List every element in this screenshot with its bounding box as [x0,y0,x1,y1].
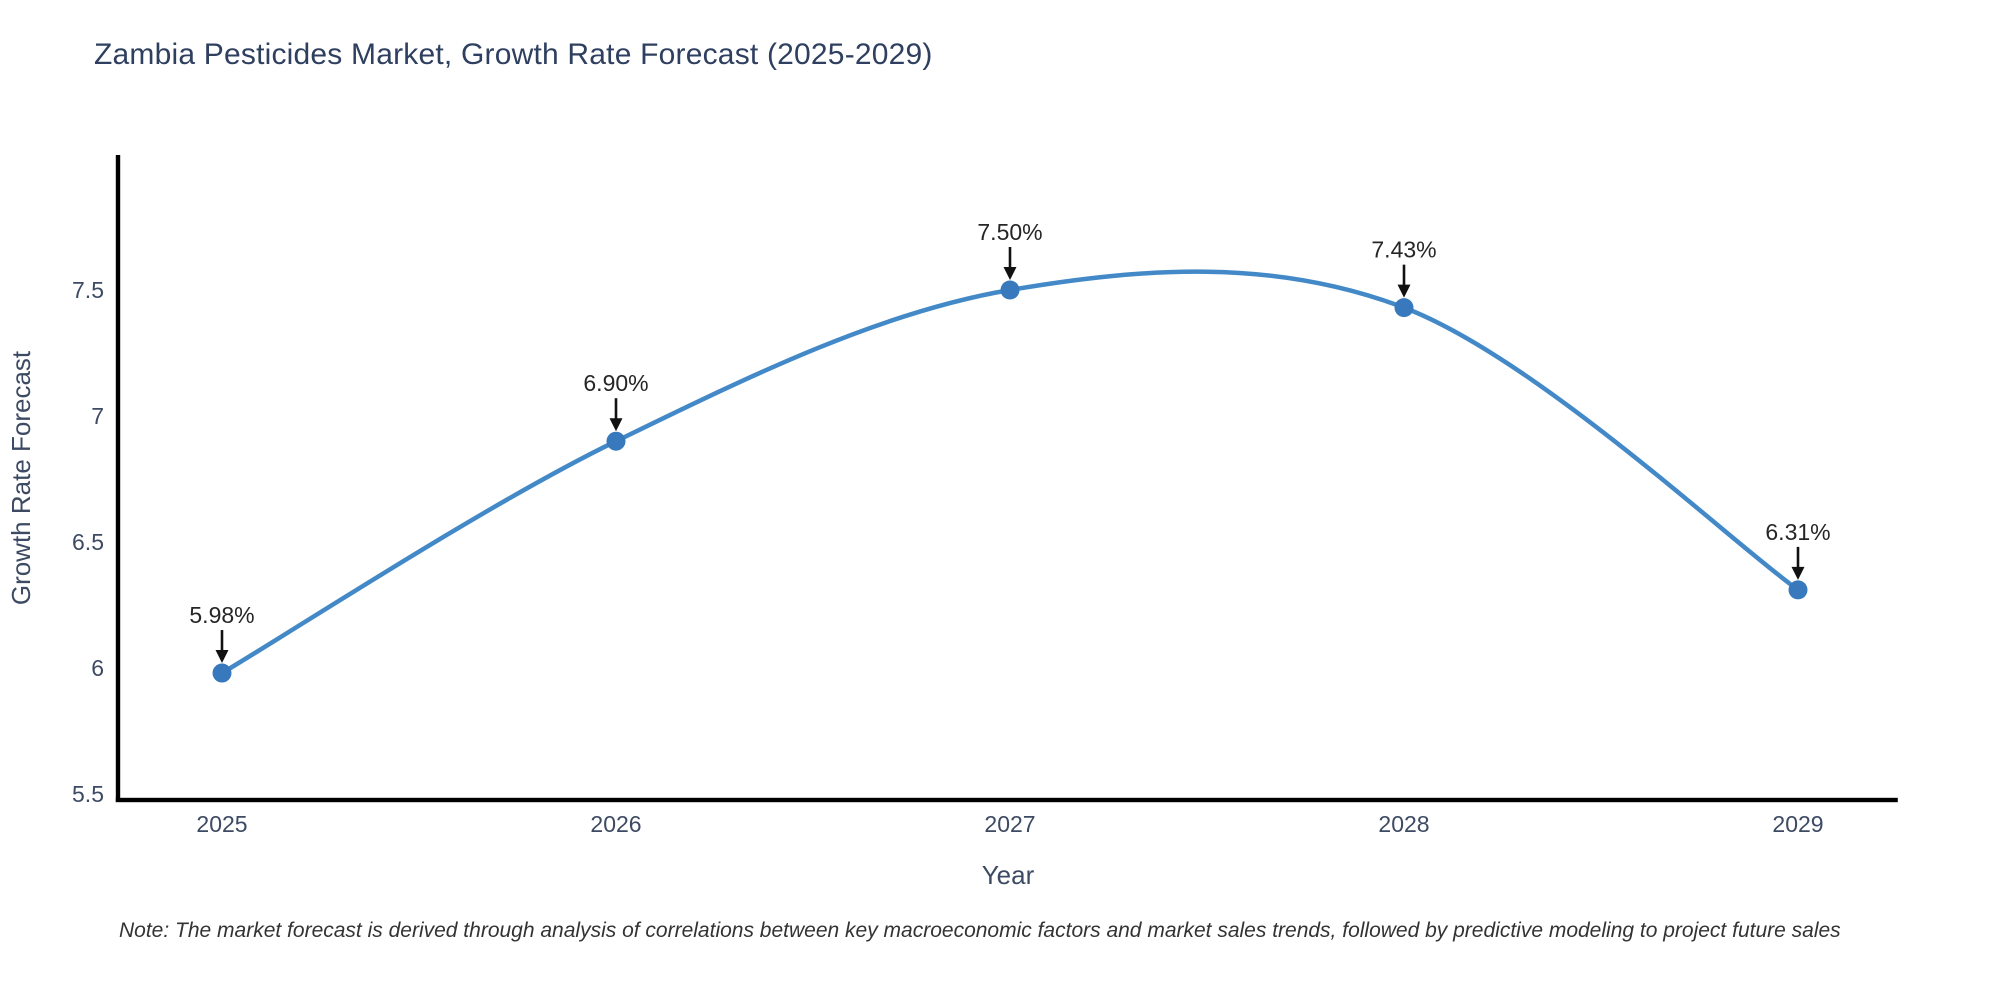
x-tick-label: 2028 [1378,811,1429,837]
annotation-label-2027: 7.50% [977,219,1042,245]
annotation-label-2028: 7.43% [1371,237,1436,263]
y-tick-label: 7 [91,403,104,429]
data-point-2029 [1788,580,1808,600]
annotation-label-2026: 6.90% [583,370,648,396]
x-tick-label: 2029 [1772,811,1823,837]
annotation-label-2029: 6.31% [1765,519,1830,545]
data-point-2025 [212,663,232,683]
forecast-curve [219,269,1801,676]
x-tick-label: 2027 [984,811,1035,837]
footnote-text: Note: The market forecast is derived thr… [119,919,1841,942]
data-point-2028 [1394,298,1414,318]
y-tick-label: 6.5 [72,529,104,555]
x-axis-line [115,797,1898,803]
data-point-2027 [1000,280,1020,300]
y-tick-label: 7.5 [72,277,104,303]
annotation-arrowhead-2027 [1003,267,1017,280]
x-tick-label: 2025 [196,811,247,837]
data-point-2026 [606,431,626,451]
y-tick-label: 5.5 [72,781,104,807]
annotation-arrowhead-2025 [215,650,229,664]
annotation-arrowhead-2026 [609,418,623,432]
y-axis-line [115,155,121,802]
x-axis-title: Year [982,860,1035,890]
annotation-label-2025: 5.98% [189,602,254,628]
x-tick-label: 2026 [590,811,641,837]
annotation-arrowhead-2029 [1791,566,1805,580]
annotation-arrowhead-2028 [1397,284,1411,298]
chart-title: Zambia Pesticides Market, Growth Rate Fo… [94,38,933,71]
y-tick-label: 6 [91,655,104,681]
y-axis-title: Growth Rate Forecast [6,350,36,605]
